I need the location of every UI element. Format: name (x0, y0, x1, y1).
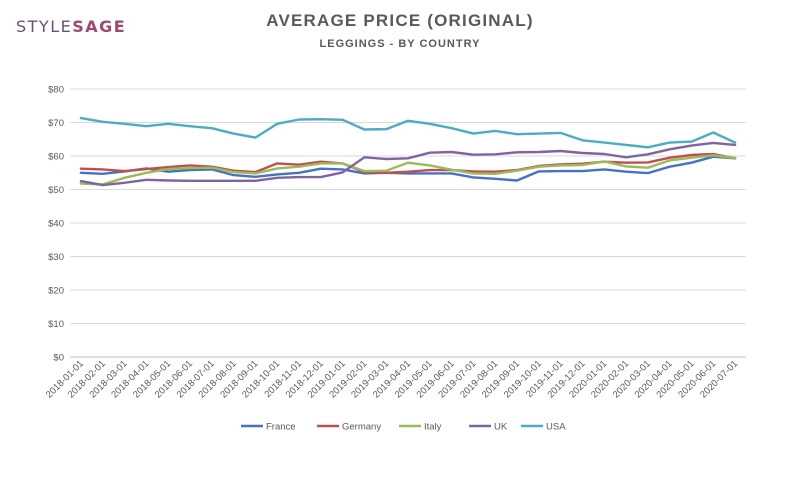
series-line-uk (79, 141, 737, 187)
legend-label-uk: UK (494, 422, 508, 433)
legend-label-italy: Italy (424, 422, 442, 433)
stylesage-logo: STYLESAGE (16, 17, 126, 36)
y-tick-label: $80 (48, 85, 64, 96)
y-tick-label: $40 (48, 219, 64, 230)
series-line-usa (79, 116, 737, 149)
series-line-france (79, 155, 737, 182)
series-line-germany (79, 152, 737, 175)
logo-style-text: STYLE (16, 17, 73, 36)
y-tick-label: $10 (48, 319, 64, 330)
y-tick-label: $50 (48, 185, 64, 196)
legend-label-france: France (266, 422, 296, 433)
legend-label-usa: USA (546, 422, 566, 433)
y-tick-label: $30 (48, 252, 64, 263)
y-tick-label: $0 (53, 353, 64, 364)
chart-subtitle: LEGGINGS - BY COUNTRY (319, 38, 481, 50)
legend-label-germany: Germany (342, 422, 381, 433)
y-tick-label: $70 (48, 118, 64, 129)
logo-sage-text: SAGE (72, 17, 127, 36)
y-tick-label: $60 (48, 152, 64, 163)
y-tick-label: $20 (48, 286, 64, 297)
chart-title: AVERAGE PRICE (ORIGINAL) (266, 11, 534, 30)
series-line-italy (79, 154, 737, 186)
